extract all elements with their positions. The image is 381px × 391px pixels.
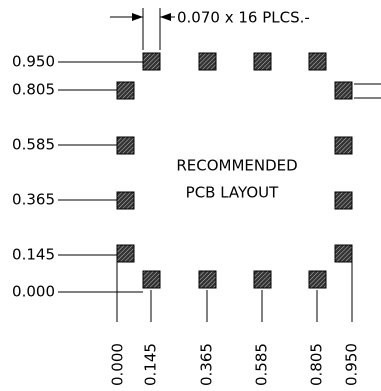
x-label: 0.950 [343,343,361,386]
x-label: 0.145 [142,343,160,386]
pad [253,52,272,71]
pad [308,270,327,289]
pad [334,136,353,155]
pad [334,81,353,100]
pad [334,244,353,263]
pad [253,270,272,289]
pad [116,81,135,100]
center-text: PCB LAYOUT [186,184,280,202]
pad [308,52,327,71]
y-label: 0.365 [12,191,55,209]
y-label: 0.805 [12,81,55,99]
dimension-note: 0.070 x 16 PLCS.- [177,9,310,27]
pad [116,191,135,210]
dimension: 0.070 x 16 PLCS.- [110,8,310,50]
x-dimensions: 0.000 0.145 0.365 0.585 0.805 0.950 [109,262,361,386]
x-label: 0.805 [308,343,326,386]
pad [116,244,135,263]
pad [142,270,161,289]
pad [198,52,217,71]
x-label: 0.000 [109,343,127,386]
x-label: 0.585 [253,343,271,386]
y-dimensions: 0.950 0.805 0.585 0.365 0.145 0.000 [12,53,381,301]
pad [198,270,217,289]
x-label: 0.365 [198,343,216,386]
pad [116,136,135,155]
pad [334,191,353,210]
pads [116,52,353,289]
center-text: RECOMMENDED [176,157,297,175]
y-label: 0.000 [12,283,55,301]
y-label: 0.145 [12,246,55,264]
y-label: 0.585 [12,136,55,154]
pad [142,52,161,71]
y-label: 0.950 [12,53,55,71]
